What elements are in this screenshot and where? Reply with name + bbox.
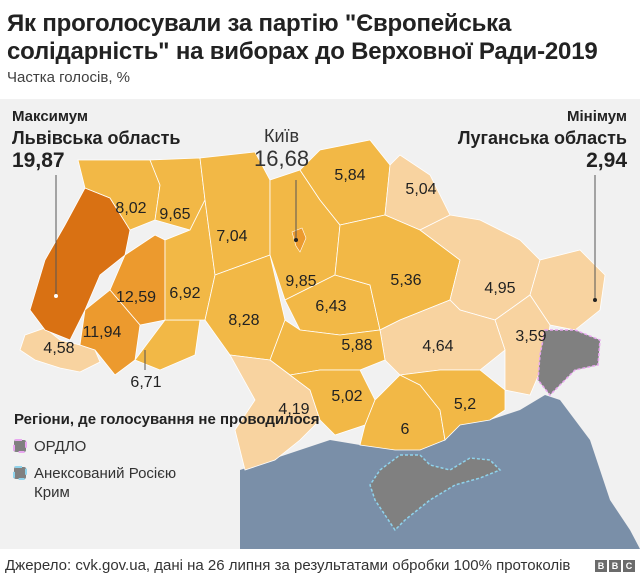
min-value: 2,94 xyxy=(586,149,627,172)
bbc-logo-b1: B xyxy=(595,560,607,572)
label-rivne: 9,65 xyxy=(159,206,191,223)
label-sumy: 5,04 xyxy=(405,181,437,198)
min-region: Луганська область xyxy=(457,128,627,148)
legend-label-crimea: Анексований Росією Крим xyxy=(34,465,177,501)
ukraine-map xyxy=(19,139,640,549)
max-label: Максимум xyxy=(12,108,89,125)
label-kherson: 6 xyxy=(400,421,410,438)
legend: Регіони, де голосування не проводилося О… xyxy=(13,410,320,502)
region-ivano-frankivsk xyxy=(79,289,141,376)
bbc-logo-b2: B xyxy=(609,560,621,572)
label-volyn: 8,02 xyxy=(115,200,147,217)
legend-item-crimea: Анексований Росією Крим xyxy=(13,464,320,502)
region-dnipropetrovsk xyxy=(379,299,506,376)
source-note: Джерело: cvk.gov.ua, дані на 26 липня за… xyxy=(5,557,571,574)
region-ordlo xyxy=(537,329,601,397)
region-zaporizhzhia xyxy=(398,369,506,441)
label-chernivtsi: 6,71 xyxy=(130,374,162,391)
label-kharkiv: 4,95 xyxy=(484,280,516,297)
label-khmelnytskyi: 6,92 xyxy=(169,285,201,302)
max-callout: Максимум Львівська область 19,87 xyxy=(12,107,180,173)
label-cherkasy: 6,43 xyxy=(315,298,347,315)
label-chernihiv: 5,84 xyxy=(334,167,366,184)
region-chernivtsi xyxy=(134,319,201,371)
bbc-logo-c: C xyxy=(623,560,635,572)
label-zakarpattia: 4,58 xyxy=(43,340,75,357)
label-kirovohrad: 5,88 xyxy=(341,337,373,354)
map-area: Максимум Львівська область 19,87 Мінімум… xyxy=(0,99,640,549)
chart-subtitle: Частка голосів, % xyxy=(7,69,131,86)
crimea-swatch-icon xyxy=(13,466,27,480)
label-zaporizhzhia: 5,2 xyxy=(453,396,477,413)
label-kyiv-oblast: 9,85 xyxy=(285,273,317,290)
kyiv-label: Київ xyxy=(263,126,300,146)
max-region: Львівська область xyxy=(12,128,181,148)
ordlo-swatch-icon xyxy=(13,439,27,453)
min-label: Мінімум xyxy=(566,108,627,125)
legend-label-ordlo: ОРДЛО xyxy=(34,438,87,455)
label-mykolaiv: 5,02 xyxy=(331,388,363,405)
max-value: 19,87 xyxy=(12,149,65,172)
label-ivano-frankivsk: 11,94 xyxy=(82,324,122,341)
legend-item-ordlo: ОРДЛО xyxy=(13,437,320,456)
label-vinnytsia: 8,28 xyxy=(228,312,260,329)
kyiv-callout: Київ 16,68 xyxy=(254,125,309,171)
region-odesa xyxy=(229,354,321,471)
label-odesa: 4,19 xyxy=(278,401,310,418)
label-poltava: 5,36 xyxy=(390,272,422,289)
label-zhytomyr: 7,04 xyxy=(216,228,248,245)
legend-title: Регіони, де голосування не проводилося xyxy=(14,411,320,428)
kyiv-value: 16,68 xyxy=(254,146,310,171)
region-crimea xyxy=(369,454,502,532)
min-callout: Мінімум Луганська область 2,94 xyxy=(458,107,627,173)
region-zakarpattia xyxy=(19,327,101,373)
bbc-logo: B B C xyxy=(595,560,635,572)
chart-title: Як проголосували за партію "Європейська … xyxy=(7,10,598,65)
label-ternopil: 12,59 xyxy=(115,289,157,306)
label-donetsk: 3,59 xyxy=(515,328,547,345)
label-dnipropetrovsk: 4,64 xyxy=(422,338,454,355)
